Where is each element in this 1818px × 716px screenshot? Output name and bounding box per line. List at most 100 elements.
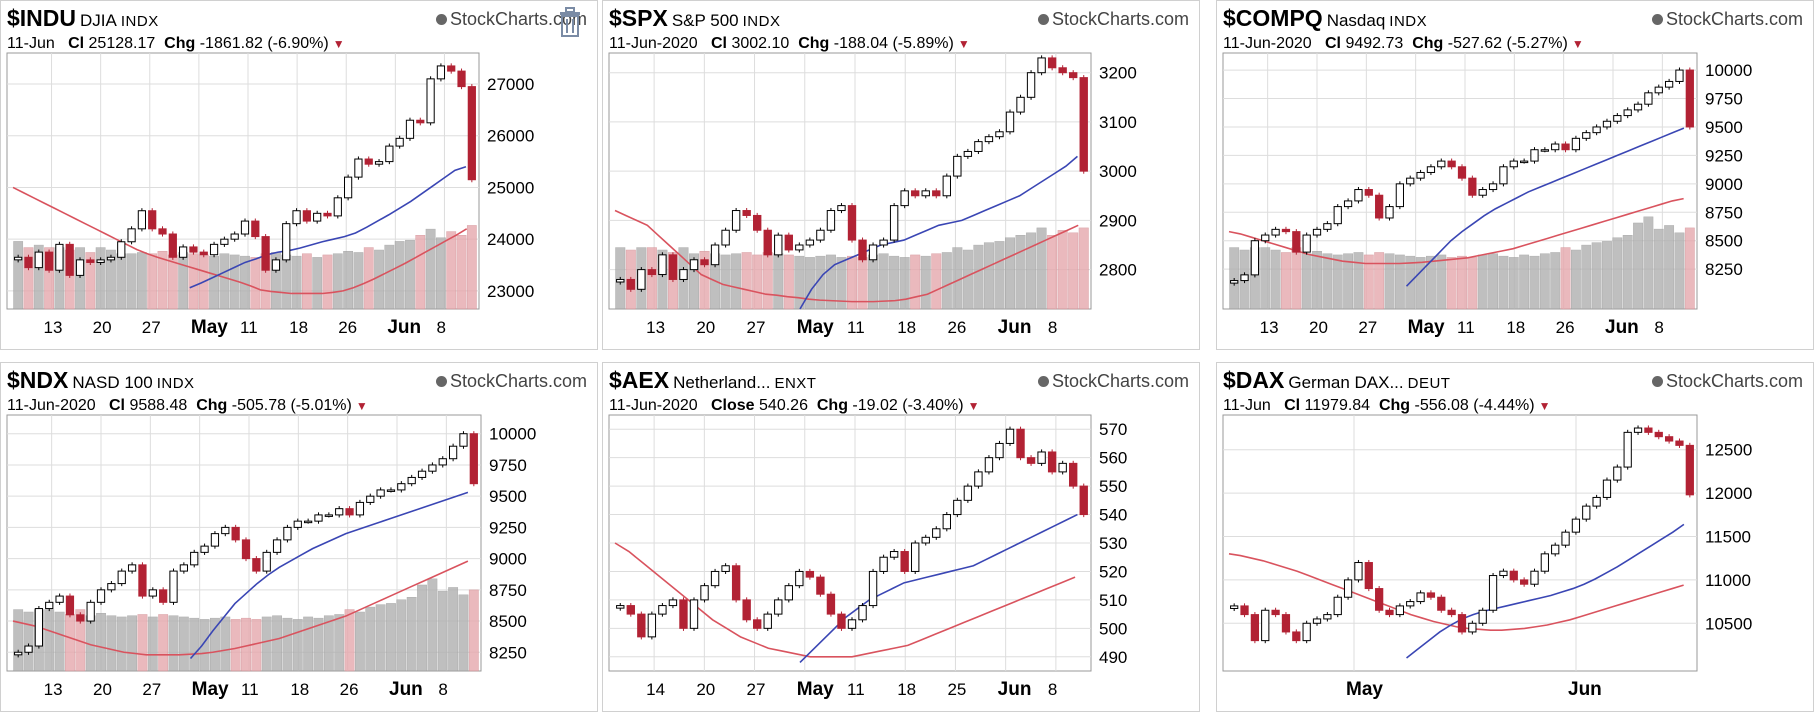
candle-body — [364, 158, 373, 165]
candle-body — [469, 433, 478, 485]
stockcharts-logo-icon — [1651, 376, 1663, 387]
symbol[interactable]: $AEX — [609, 367, 670, 393]
moving-average-fast — [189, 491, 469, 660]
candle-body — [55, 595, 64, 603]
symbol[interactable]: $INDU — [7, 5, 77, 31]
x-tick-label: 27 — [1358, 318, 1377, 337]
x-tick-label: 11 — [241, 680, 259, 699]
candle-body — [879, 239, 888, 246]
volume-bar — [158, 614, 169, 672]
volume-bar — [363, 247, 374, 310]
candle-body — [995, 442, 1004, 459]
candle-body — [1047, 451, 1057, 473]
candle-body — [1613, 466, 1622, 481]
volume-bar — [406, 597, 417, 672]
trash-icon[interactable] — [557, 5, 583, 39]
candle-body — [932, 190, 941, 197]
volume-bar — [178, 252, 189, 310]
volume-bar — [126, 253, 137, 310]
candle-body — [14, 256, 23, 261]
y-tick-label: 12500 — [1705, 441, 1752, 460]
candle-body — [366, 495, 375, 503]
x-tick-label: 8 — [1048, 680, 1057, 699]
candle-body — [448, 445, 458, 460]
volume-bar — [920, 255, 931, 310]
candle-body — [658, 254, 667, 276]
y-tick-label: 520 — [1099, 562, 1127, 581]
candle-body — [889, 551, 899, 558]
price-chart: 570 560 550 540 530 520 510 500 490 14 20 27 May 11 18… — [608, 414, 1127, 700]
candle-body — [932, 528, 941, 538]
change-value: -505.78 (-5.01%) — [231, 397, 352, 414]
volume-bar — [1363, 254, 1374, 310]
x-tick-label: May — [192, 679, 229, 700]
candle-body — [447, 65, 456, 72]
dropdown-triangle-icon[interactable]: ▼ — [1538, 399, 1551, 413]
candle-body — [1026, 72, 1036, 98]
candle-body — [858, 605, 867, 621]
candle-body — [1375, 588, 1384, 611]
candle-body — [1250, 614, 1260, 642]
moving-average-slow — [12, 560, 469, 656]
candle-body — [826, 210, 836, 231]
candle-body — [963, 485, 973, 501]
volume-bar — [437, 590, 448, 672]
dropdown-triangle-icon[interactable]: ▼ — [957, 37, 970, 51]
close-label: Cl — [1325, 35, 1341, 52]
dropdown-triangle-icon[interactable]: ▼ — [355, 399, 368, 413]
candle-body — [710, 244, 720, 266]
x-tick-label: 26 — [1556, 318, 1575, 337]
candle-body — [1016, 428, 1025, 459]
symbol[interactable]: $SPX — [609, 5, 668, 31]
brand-watermark: StockCharts.com — [435, 371, 587, 392]
symbol[interactable]: $COMPQ — [1223, 5, 1323, 31]
brand-text: StockCharts.com — [449, 9, 587, 29]
volume-bar — [1353, 252, 1364, 310]
price-chart: 10000 9750 9500 9250 9000 8750 8500 8250 13 20 27 M… — [1222, 52, 1752, 338]
candle-body — [679, 269, 688, 280]
close-label: Cl — [1284, 397, 1301, 414]
candle-body — [1312, 228, 1322, 236]
x-tick-label: 13 — [44, 680, 63, 699]
x-tick-label: 26 — [947, 318, 966, 337]
candle-body — [1457, 614, 1467, 633]
candle-body — [374, 161, 384, 165]
exchange: INDX — [120, 13, 159, 30]
volume-bar — [23, 611, 34, 672]
volume-bar — [219, 253, 230, 310]
candle-body — [1261, 234, 1270, 242]
y-tick-label: 10000 — [1705, 61, 1752, 80]
symbol[interactable]: $DAX — [1223, 367, 1285, 393]
symbol[interactable]: $NDX — [7, 367, 69, 393]
candle-body — [405, 119, 415, 139]
candle-body — [169, 570, 178, 603]
chart-header: $DAX German DAX... DEUT — [1223, 367, 1450, 393]
candle-body — [1437, 160, 1446, 168]
x-tick-label: 8 — [438, 680, 447, 699]
volume-bar — [127, 615, 137, 672]
candle-body — [210, 533, 220, 547]
volume-bar — [994, 241, 1005, 310]
x-tick-label: 13 — [646, 318, 665, 337]
candle-body — [1395, 183, 1404, 208]
y-tick-label: 9500 — [1705, 118, 1743, 137]
price-summary: 11-Jun-2020 Close 540.26 Chg -19.02 (-3.… — [609, 397, 979, 415]
candle-body — [1582, 132, 1591, 139]
change-label: Chg — [798, 35, 830, 52]
dropdown-triangle-icon[interactable]: ▼ — [967, 399, 980, 413]
candle-body — [626, 278, 635, 290]
volume-bar — [1047, 235, 1058, 310]
volume-bar — [1498, 255, 1509, 310]
candle-body — [1551, 544, 1560, 555]
volume-bar — [417, 584, 427, 672]
x-tick-label: May — [1346, 679, 1383, 700]
candle-body — [868, 244, 878, 261]
stockcharts-logo-icon — [1037, 376, 1049, 387]
candle-body — [1364, 562, 1373, 590]
dropdown-triangle-icon[interactable]: ▼ — [1571, 37, 1584, 51]
volume-bar — [1664, 225, 1675, 310]
volume-bar — [1426, 255, 1436, 310]
candle-body — [974, 141, 983, 152]
volume-bar — [396, 599, 407, 672]
dropdown-triangle-icon[interactable]: ▼ — [332, 37, 345, 51]
